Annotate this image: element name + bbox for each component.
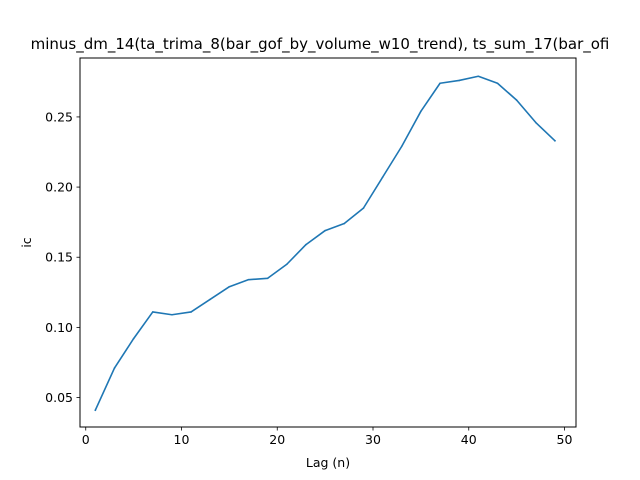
y-axis-label: ic [19, 237, 34, 247]
y-tick-label: 0.20 [45, 180, 73, 195]
data-point [439, 82, 441, 85]
data-point [94, 409, 97, 411]
y-tick-label: 0.10 [45, 320, 73, 335]
data-point [209, 298, 212, 301]
x-axis-label: Lag (n) [306, 455, 350, 470]
data-point [247, 278, 250, 281]
y-tick-label: 0.25 [45, 109, 73, 124]
x-tick-label: 50 [557, 432, 573, 447]
data-point [286, 263, 288, 266]
x-tick-label: 30 [365, 432, 381, 447]
data-point [400, 145, 403, 148]
axes-frame [79, 57, 577, 428]
data-point [324, 229, 326, 232]
chart-title: minus_dm_14(ta_trima_8(bar_gof_by_volume… [31, 35, 610, 54]
x-tick-label: 0 [82, 432, 90, 447]
data-point [151, 311, 154, 313]
data-point [190, 311, 192, 313]
data-point [228, 285, 231, 288]
data-point [266, 277, 269, 280]
data-point [496, 82, 499, 85]
data-point [458, 79, 460, 82]
y-axis: 0.05 0.10 0.15 0.20 0.25 [45, 109, 80, 405]
data-point [534, 121, 537, 124]
x-tick-label: 20 [269, 432, 285, 447]
data-point [362, 207, 365, 209]
data-point [420, 110, 422, 113]
x-tick-label: 10 [174, 432, 190, 447]
data-point [477, 75, 480, 78]
data-point [554, 139, 556, 142]
data-point [113, 367, 116, 369]
x-tick-label: 40 [461, 432, 477, 447]
data-point [171, 313, 173, 316]
plot-area [94, 75, 557, 412]
data-point [305, 243, 307, 246]
data-point [132, 337, 135, 340]
y-tick-label: 0.15 [45, 250, 73, 265]
data-point [343, 222, 346, 225]
data-point [381, 176, 384, 179]
y-tick-label: 0.05 [45, 390, 73, 405]
x-axis: 0 10 20 30 40 50 [82, 427, 573, 447]
data-point [515, 99, 518, 101]
